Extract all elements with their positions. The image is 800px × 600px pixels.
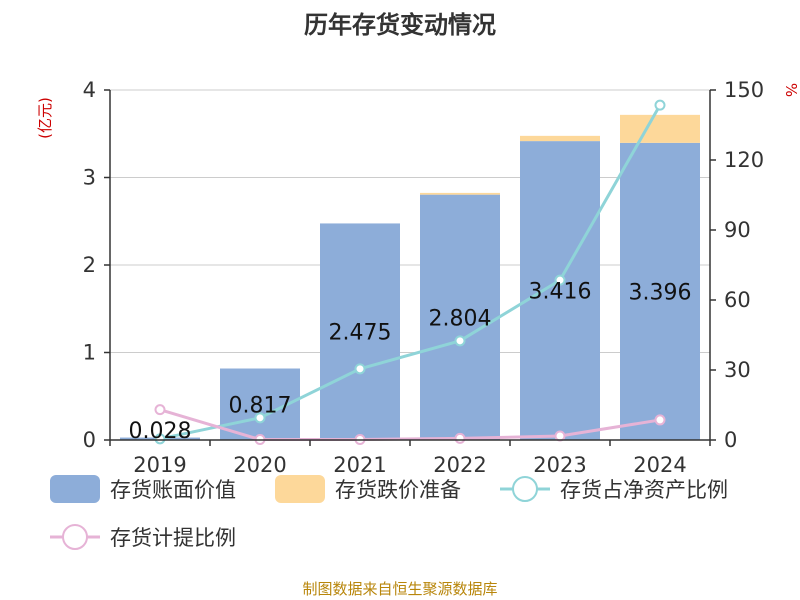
- legend-swatch: [50, 475, 100, 503]
- chart-title: 历年存货变动情况: [304, 11, 496, 39]
- left-tick-label: 3: [83, 166, 96, 190]
- line-ratio-net-assets-point: [354, 363, 366, 375]
- line-ratio-net-assets-point: [154, 433, 166, 445]
- line-ratio-net-assets-point: [654, 99, 666, 111]
- left-axis-unit: (亿元): [36, 97, 54, 139]
- x-tick-label: 2024: [633, 453, 686, 477]
- axes: 0 1 2 3 4 0 30 60 90 120 150 2019 2020 2021 2022 2023 20…: [83, 78, 764, 477]
- bar-value-label: 3.416: [529, 280, 592, 305]
- left-tick-label: 4: [83, 78, 96, 102]
- legend-label: 存货占净资产比例: [560, 478, 728, 502]
- legend-label: 存货计提比例: [110, 526, 236, 550]
- bar-value-label: 3.396: [629, 280, 692, 305]
- line-provision-ratio: [159, 408, 661, 442]
- bar-value-label: 0.817: [229, 393, 292, 418]
- bar-book-value: [420, 194, 500, 440]
- legend-swatch-marker: [62, 524, 88, 550]
- legend-swatch: [275, 475, 325, 503]
- line-ratio-net-assets-point: [454, 335, 466, 347]
- bar-value-label: 2.804: [429, 306, 492, 331]
- source-note: 制图数据来自恒生聚源数据库: [302, 580, 497, 598]
- right-tick-label: 30: [724, 358, 751, 382]
- bar-value-label: 0.028: [129, 419, 192, 444]
- right-tick-label: 0: [724, 428, 737, 452]
- line-provision-ratio-point: [654, 414, 666, 426]
- bar-book-value: [620, 142, 700, 440]
- line-provision-ratio-point: [454, 432, 466, 444]
- x-tick-label: 2022: [433, 453, 486, 477]
- legend-label: 存货账面价值: [110, 478, 236, 502]
- line-ratio-net-assets: [159, 104, 662, 441]
- legend-label: 存货跌价准备: [335, 478, 461, 502]
- bar-book-value: [320, 223, 400, 440]
- left-tick-label: 0: [83, 428, 96, 452]
- bar-impairment: [520, 135, 600, 142]
- x-tick-label: 2023: [533, 453, 586, 477]
- left-tick-label: 2: [83, 253, 96, 277]
- right-tick-label: 150: [724, 78, 764, 102]
- line-series: [154, 99, 666, 446]
- bar-book-value: [520, 141, 600, 440]
- line-provision-ratio-point: [154, 404, 166, 416]
- line-provision-ratio-point: [554, 430, 566, 442]
- bar-series: [120, 114, 700, 440]
- right-tick-label: 120: [724, 148, 764, 172]
- line-ratio-net-assets-point: [554, 274, 566, 286]
- right-axis-unit: %: [782, 83, 800, 97]
- line-ratio-net-assets-point: [254, 412, 266, 424]
- bar-impairment: [420, 192, 500, 195]
- right-tick-label: 90: [724, 218, 751, 242]
- grid-lines: [110, 89, 710, 353]
- legend-swatch-marker: [512, 476, 538, 502]
- x-tick-label: 2020: [233, 453, 286, 477]
- left-tick-label: 1: [83, 341, 96, 365]
- right-tick-label: 60: [724, 288, 751, 312]
- x-tick-label: 2021: [333, 453, 386, 477]
- data-labels: 0.028 0.817 2.475 2.804 3.416 3.396: [129, 280, 692, 444]
- x-tick-label: 2019: [133, 453, 186, 477]
- bar-value-label: 2.475: [329, 321, 392, 346]
- bar-impairment: [620, 114, 700, 143]
